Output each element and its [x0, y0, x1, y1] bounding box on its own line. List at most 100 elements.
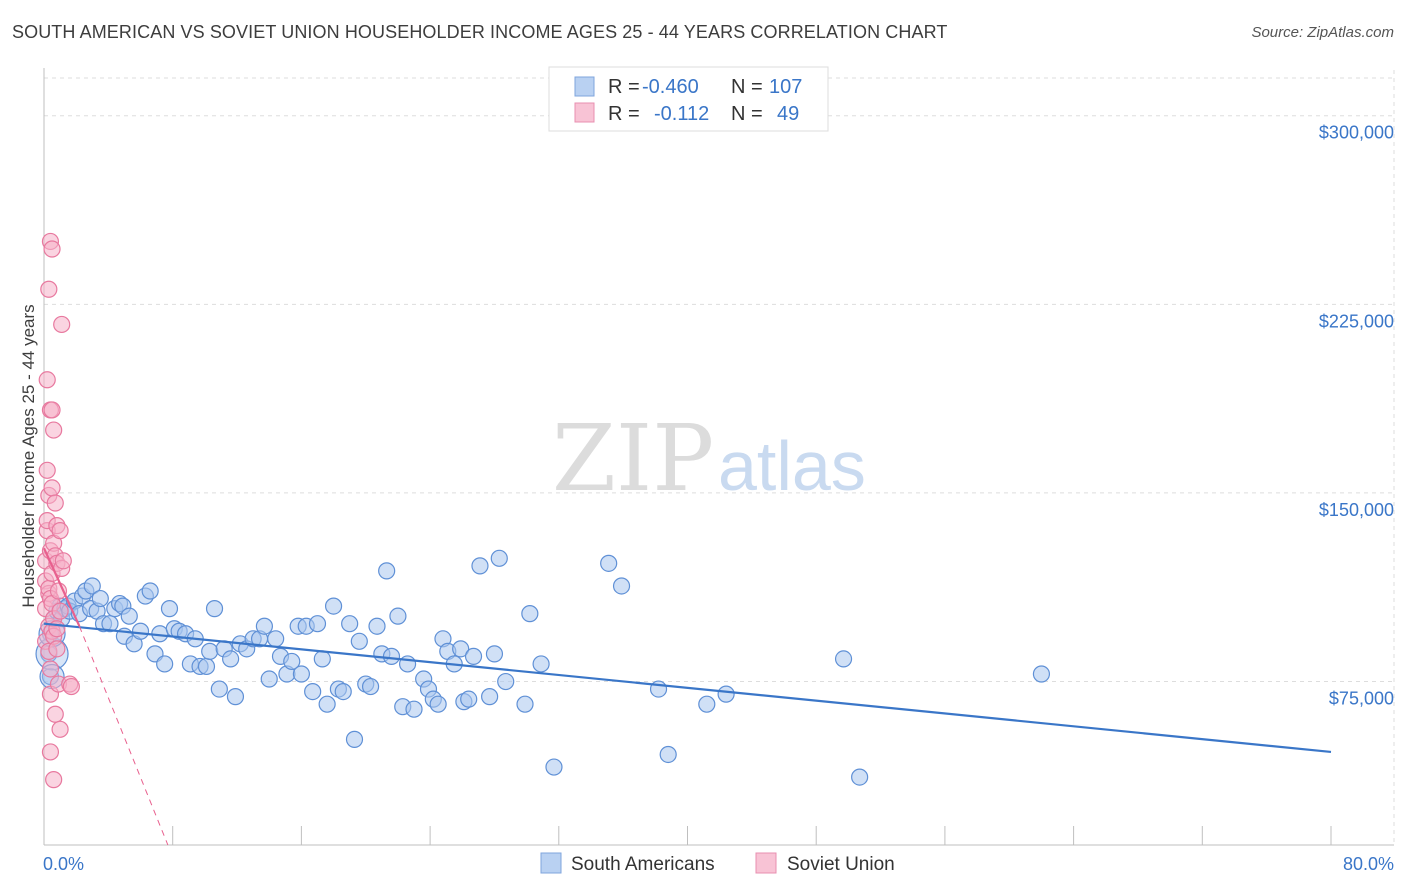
- south-americans-point-24: [120, 607, 138, 625]
- legend-n-value-1: 107: [769, 76, 802, 98]
- south-americans-point-62: [318, 695, 336, 713]
- legend-r-value-1: -0.460: [642, 76, 699, 98]
- south-americans-point-103: [698, 695, 716, 713]
- legend-n-label-1: N =: [731, 76, 763, 98]
- south-americans-point-40: [201, 642, 219, 660]
- south-americans-point-65: [334, 682, 352, 701]
- legend-n-value-2: 49: [777, 103, 799, 125]
- watermark-zip: ZIP: [552, 405, 714, 512]
- soviet-union-point-6: [38, 371, 56, 389]
- south-americans-point-66: [341, 615, 359, 633]
- south-americans-point-42: [210, 680, 228, 698]
- south-americans-point-97: [532, 655, 550, 673]
- south-americans-point-102: [659, 745, 677, 764]
- soviet-union-point-37: [48, 640, 66, 658]
- south-americans-point-68: [350, 632, 368, 650]
- south-americans-point-59: [304, 682, 322, 701]
- y-tick-label-1: $150,000: [1319, 500, 1394, 520]
- south-americans-point-15: [83, 577, 101, 595]
- south-americans-point-96: [521, 605, 539, 623]
- soviet-union-point-41: [51, 720, 69, 738]
- soviet-union-point-29: [45, 421, 63, 439]
- bottom-legend-label-soviet-union: Soviet Union: [787, 854, 895, 875]
- watermark: ZIP atlas: [552, 405, 866, 512]
- south-americans-point-88: [460, 690, 478, 708]
- soviet-union-point-43: [51, 602, 69, 620]
- legend-box: [548, 66, 829, 132]
- series-south-americans-points: [35, 549, 1051, 786]
- soviet-union-point-22: [43, 479, 61, 497]
- legend-r-label-2: R =: [608, 103, 640, 125]
- legend-n-label-2: N =: [731, 103, 763, 125]
- y-axis-label: Householder Income Ages 25 - 44 years: [19, 304, 38, 607]
- x-tick-label-right: 80.0%: [1343, 854, 1394, 874]
- soviet-union-point-5: [38, 461, 56, 479]
- south-americans-point-94: [497, 672, 515, 691]
- south-americans-point-67: [345, 730, 364, 748]
- soviet-union-point-46: [54, 552, 72, 570]
- south-americans-point-89: [464, 647, 483, 665]
- south-americans-point-93: [490, 549, 508, 567]
- south-americans-point-50: [255, 617, 273, 635]
- south-americans-point-26: [131, 622, 150, 640]
- south-americans-point-92: [485, 645, 504, 663]
- soviet-union-point-21: [43, 240, 61, 258]
- series-soviet-union-points: [37, 232, 80, 789]
- soviet-union-point-34: [46, 494, 64, 512]
- soviet-union-point-45: [53, 315, 71, 334]
- y-tick-labels: $75,000 $150,000 $225,000 $300,000: [1319, 123, 1394, 709]
- chart-title: SOUTH AMERICAN VS SOVIET UNION HOUSEHOLD…: [12, 22, 948, 42]
- south-americans-point-17: [91, 589, 109, 608]
- south-americans-point-82: [429, 695, 447, 713]
- soviet-union-point-19: [41, 743, 60, 761]
- trend-south-americans: [43, 622, 1332, 754]
- legend-r-label-1: R =: [608, 76, 640, 98]
- south-americans-point-105: [834, 650, 853, 668]
- trend-soviet-union: [42, 547, 81, 627]
- south-americans-point-70: [361, 677, 380, 696]
- bottom-legend-swatch-soviet-union: [755, 852, 777, 874]
- south-americans-point-39: [197, 657, 216, 676]
- south-americans-point-106: [851, 768, 869, 786]
- bottom-legend-label-south-americans: South Americans: [571, 854, 715, 875]
- south-americans-point-98: [545, 758, 563, 776]
- south-americans-point-99: [600, 554, 618, 572]
- bottom-legend: South Americans Soviet Union: [540, 852, 895, 875]
- south-americans-point-57: [292, 665, 310, 683]
- south-americans-point-75: [389, 607, 407, 625]
- y-tick-label-0: $75,000: [1329, 689, 1394, 709]
- south-americans-point-90: [471, 557, 489, 575]
- south-americans-point-31: [156, 655, 174, 673]
- source-label: Source: ZipAtlas.com: [1251, 24, 1394, 41]
- legend-swatch-soviet-union: [574, 102, 595, 123]
- south-americans-point-44: [222, 650, 240, 668]
- soviet-union-point-35: [48, 620, 66, 638]
- south-americans-point-63: [324, 597, 343, 615]
- soviet-union-point-30: [45, 771, 63, 789]
- south-americans-point-86: [452, 640, 470, 658]
- south-americans-point-41: [205, 600, 224, 618]
- south-americans-point-61: [313, 650, 331, 668]
- x-tick-label-left: 0.0%: [43, 854, 84, 874]
- soviet-union-point-42: [51, 522, 69, 540]
- axes: [43, 68, 1394, 846]
- soviet-union-point-48: [62, 677, 80, 696]
- legend-swatch-south-americans: [574, 76, 595, 97]
- south-americans-point-91: [481, 688, 499, 706]
- south-americans-point-52: [267, 630, 285, 648]
- south-americans-point-45: [226, 688, 245, 706]
- y-tick-label-2: $225,000: [1319, 311, 1394, 331]
- south-americans-point-74: [382, 647, 401, 665]
- soviet-union-point-17: [41, 660, 60, 678]
- south-americans-point-51: [260, 670, 278, 688]
- south-americans-point-60: [308, 615, 327, 633]
- south-americans-point-78: [405, 700, 423, 718]
- south-americans-point-55: [283, 652, 301, 671]
- legend-r-value-2: -0.112: [654, 103, 709, 125]
- y-tick-label-3: $300,000: [1319, 123, 1394, 143]
- top-legend: R = -0.460 N = 107 R = -0.112 N = 49: [548, 66, 829, 132]
- south-americans-point-28: [141, 582, 159, 600]
- trend-lines: [42, 547, 1332, 846]
- south-americans-point-104: [717, 685, 735, 703]
